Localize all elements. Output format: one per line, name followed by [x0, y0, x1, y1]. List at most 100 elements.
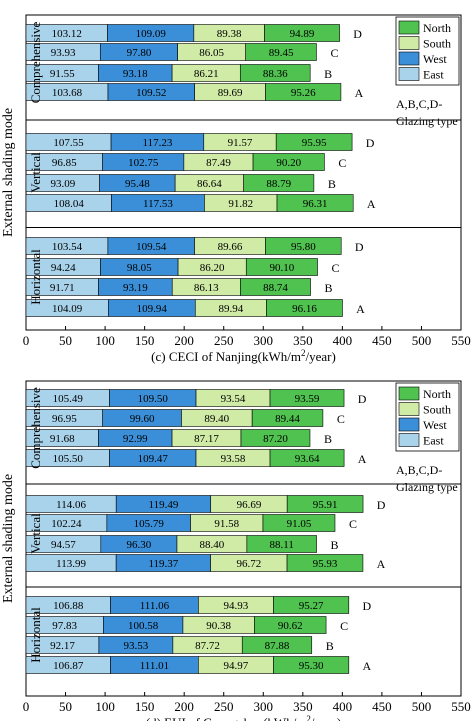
data-label: 99.60: [130, 413, 155, 425]
data-label: 91.71: [50, 282, 75, 294]
bar-north: [265, 83, 342, 101]
mode-label-vertical: Vertical: [28, 513, 43, 554]
bar-north: [276, 194, 354, 212]
data-label: 95.26: [291, 87, 316, 99]
x-tick-label: 200: [174, 333, 194, 348]
data-label: 95.30: [299, 660, 324, 672]
mode-label-vertical: Vertical: [28, 152, 43, 193]
glazing-label-c: C: [338, 156, 346, 170]
glazing-label-a: A: [358, 452, 367, 466]
data-label: 89.94: [218, 303, 243, 315]
bar-north: [239, 64, 311, 82]
data-label: 86.20: [200, 262, 225, 274]
data-label: 91.57: [228, 137, 253, 149]
bar-north: [246, 535, 317, 553]
x-tick-label: 0: [23, 699, 30, 714]
data-label: 93.18: [123, 68, 148, 80]
data-label: 95.80: [291, 241, 316, 253]
data-label: 111.06: [140, 600, 170, 612]
data-label: 119.49: [149, 499, 179, 511]
group-comprehensive: 105.49 109.50 93.54 93.59 D 96.95 99.60 89.40 89…: [25, 387, 367, 469]
data-label: 97.80: [127, 47, 152, 59]
data-label: 96.85: [52, 157, 77, 169]
bar-north: [262, 514, 336, 532]
data-label: 89.66: [218, 241, 243, 253]
x-tick-label: 400: [333, 333, 353, 348]
data-label: 103.68: [52, 87, 83, 99]
legend-note-line-1: A,B,C,D-: [396, 463, 442, 477]
data-label: 104.09: [52, 303, 83, 315]
data-label: 105.50: [53, 453, 84, 465]
data-label: 88.74: [263, 282, 288, 294]
data-label: 119.37: [148, 558, 178, 570]
bar-north: [286, 495, 364, 513]
bar-north: [264, 24, 340, 42]
data-label: 93.93: [51, 47, 76, 59]
data-label: 102.24: [51, 518, 82, 530]
glazing-label-c: C: [349, 517, 357, 531]
legend-swatch-north: [398, 386, 420, 401]
legend-label-north: North: [423, 21, 451, 35]
group-horizontal: 106.88 111.06 94.93 95.27 D 97.83 100.58 90.38 9…: [25, 596, 371, 674]
y-axis-title: External shading mode: [1, 108, 16, 237]
data-label: 96.16: [292, 303, 317, 315]
bar-north: [286, 554, 364, 572]
glazing-label-d: D: [366, 136, 375, 150]
data-label: 103.54: [52, 241, 83, 253]
legend-label-west: West: [423, 52, 447, 66]
data-label: 89.45: [269, 47, 294, 59]
legend-swatch-west: [398, 51, 420, 66]
data-label: 88.79: [266, 178, 291, 190]
plot-frame: [25, 14, 462, 331]
bar-north: [245, 258, 318, 276]
x-tick-label: 0: [23, 333, 30, 348]
group-vertical: 114.06 119.49 96.69 95.91 D 102.24 105.79 91.58…: [25, 495, 386, 572]
bar-north: [252, 153, 325, 171]
bar-north: [243, 174, 315, 192]
data-label: 94.93: [224, 600, 249, 612]
x-axis-label-sup: 2: [306, 714, 311, 721]
data-label: 113.99: [56, 558, 86, 570]
data-label: 89.38: [217, 28, 242, 40]
data-label: 91.05: [287, 518, 312, 530]
data-label: 90.10: [270, 262, 295, 274]
legend-label-east: East: [423, 68, 444, 82]
data-label: 106.88: [53, 600, 84, 612]
x-tick-label: 200: [174, 699, 194, 714]
x-tick-label: 300: [254, 333, 274, 348]
data-label: 102.75: [128, 157, 159, 169]
data-label: 90.62: [278, 620, 303, 632]
glazing-label-c: C: [330, 46, 338, 60]
bar-north: [269, 449, 345, 467]
x-axis-label: (d) EUI of Guangzhou(kWh/m2/year): [146, 714, 341, 721]
data-label: 86.64: [197, 178, 222, 190]
x-tick-label: 500: [412, 699, 432, 714]
group-horizontal: 103.54 109.54 89.66 95.80 D 94.24 98.05 86.20 90…: [25, 237, 365, 317]
glazing-label-a: A: [362, 659, 371, 673]
x-axis-label-tail: /year): [311, 715, 341, 721]
data-label: 94.97: [224, 660, 249, 672]
y-axis-title: External shading mode: [1, 474, 16, 603]
x-tick-label: 100: [95, 699, 115, 714]
glazing-label-a: A: [377, 557, 386, 571]
data-label: 91.82: [228, 198, 253, 210]
legend-label-north: North: [423, 387, 451, 401]
bar-north: [265, 237, 342, 255]
data-label: 95.27: [299, 600, 324, 612]
data-label: 105.49: [53, 393, 84, 405]
data-label: 91.68: [50, 433, 75, 445]
x-tick-label: 100: [95, 333, 115, 348]
data-label: 111.01: [140, 660, 169, 672]
data-label: 96.31: [303, 198, 328, 210]
data-label: 95.93: [313, 558, 338, 570]
data-label: 93.58: [221, 453, 246, 465]
x-tick-label: 250: [214, 333, 234, 348]
x-tick-label: 350: [293, 333, 313, 348]
mode-label-comprehensive: Comprehensive: [28, 21, 43, 103]
bar-north: [273, 656, 350, 674]
data-label: 107.55: [53, 137, 84, 149]
data-label: 95.91: [313, 499, 338, 511]
x-tick-label: 250: [214, 699, 234, 714]
x-axis-label-main: (d) EUI of Guangzhou(kWh/m: [146, 715, 307, 721]
data-label: 109.52: [136, 87, 166, 99]
